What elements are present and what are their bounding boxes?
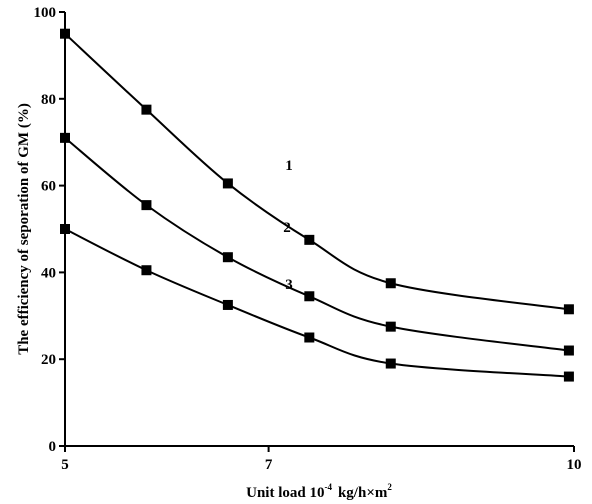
data-point [60,28,70,39]
x-axis-title: Unit load 10-4 kg/h×m2 [246,482,392,501]
x-tick-label: 7 [265,457,273,473]
x-tick-label: 5 [61,457,69,473]
y-axis-title: The efficiency of seporation of GM (%) [16,103,32,355]
data-point [563,371,574,382]
x-axis-title-exponent: -4 [324,482,332,492]
x-tick-label: 10 [567,457,582,473]
y-tick-label: 20 [41,352,56,368]
data-point [304,332,315,343]
y-tick-label: 100 [34,5,57,21]
y-tick-label: 60 [41,179,56,195]
y-tick-label: 80 [41,92,56,108]
data-point [385,358,396,369]
series-1: 1 [60,28,574,315]
data-point [141,200,152,211]
series-label: 1 [285,158,293,174]
data-point [141,104,152,115]
data-point [60,224,70,234]
series-label: 3 [285,277,293,293]
x-axis-title-main: Unit load 10 [246,485,324,501]
axes: 0 20 40 60 80 100 5 7 10 [34,5,582,473]
data-point [60,132,70,143]
data-point [385,321,396,332]
series-line [64,32,570,311]
series-3: 3 [60,224,574,382]
data-point [304,234,315,245]
data-point [304,291,315,302]
data-point [222,252,233,263]
data-point [141,265,152,276]
data-point [385,278,396,289]
x-axis-title-units-exponent: 2 [387,482,392,492]
x-axis-title-units: kg/h×m [338,485,388,501]
series-line [64,228,569,378]
y-tick-label: 40 [41,265,56,281]
series-line [64,137,570,352]
series-2: 2 [60,132,574,356]
data-point [222,178,233,189]
data-point [563,345,574,356]
data-point [563,304,574,315]
series-layer: 1 2 3 [60,28,574,382]
y-tick-label: 0 [49,439,57,455]
series-label: 2 [283,220,291,236]
data-point [222,299,233,310]
